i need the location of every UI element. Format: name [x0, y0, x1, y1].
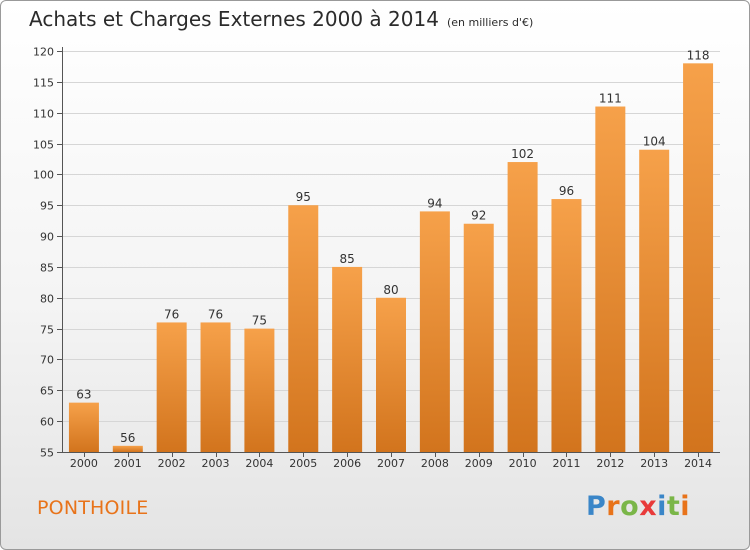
- bar: [507, 162, 538, 453]
- bar: [595, 106, 626, 453]
- x-tick-label: 2005: [289, 457, 317, 470]
- x-tick-label: 2001: [114, 457, 142, 470]
- data-label: 94: [427, 196, 442, 210]
- data-label: 102: [511, 147, 534, 161]
- x-tick-label: 2009: [465, 457, 493, 470]
- data-label: 85: [339, 252, 354, 266]
- data-label: 76: [164, 307, 179, 321]
- x-tick-label: 2013: [640, 457, 668, 470]
- axes: 55 60 65 70 75 80 85 90 95 100 105 110 115 120 2000 200…: [33, 46, 720, 470]
- title-unit: (en milliers d'€): [446, 16, 534, 29]
- y-tick-label: 60: [40, 416, 54, 429]
- data-label: 111: [599, 92, 622, 106]
- logo-letter: i: [657, 491, 667, 522]
- logo-letter: P: [586, 491, 607, 522]
- x-tick-label: 2011: [552, 457, 580, 470]
- data-label: 95: [296, 190, 311, 204]
- y-tick-label: 75: [40, 324, 54, 337]
- bar: [112, 445, 143, 452]
- bar: [551, 199, 582, 452]
- x-tick-label: 2003: [202, 457, 230, 470]
- bar: [244, 328, 275, 452]
- bar: [200, 322, 231, 452]
- y-tick-label: 80: [40, 293, 54, 306]
- title-text: Achats et Charges Externes 2000 à 2014: [29, 7, 439, 31]
- x-tick-label: 2008: [421, 457, 449, 470]
- y-tick-label: 65: [40, 385, 54, 398]
- x-tick-label: 2002: [158, 457, 186, 470]
- x-tick-label: 2007: [377, 457, 405, 470]
- commune-name: PONTHOILE: [37, 497, 149, 519]
- bar: [68, 402, 99, 452]
- data-label: 80: [383, 283, 398, 297]
- x-tick-label: 2000: [70, 457, 98, 470]
- chart-title: Achats et Charges Externes 2000 à 2014 (e…: [29, 7, 533, 31]
- proxiti-logo: Proxiti: [586, 491, 690, 522]
- y-tick-label: 120: [33, 46, 54, 59]
- y-tick-label: 105: [33, 139, 54, 152]
- bar: [156, 322, 187, 452]
- x-tick-label: 2012: [596, 457, 624, 470]
- y-tick-label: 95: [40, 200, 54, 213]
- x-tick-label: 2006: [333, 457, 361, 470]
- bar: [288, 205, 319, 452]
- x-tick-label: 2004: [245, 457, 273, 470]
- y-tick-label: 100: [33, 169, 54, 182]
- bar: [419, 211, 450, 452]
- y-tick-label: 55: [40, 447, 54, 460]
- data-label: 63: [76, 388, 91, 402]
- data-label: 75: [252, 314, 267, 328]
- y-tick-label: 115: [33, 77, 54, 90]
- y-tick-label: 70: [40, 354, 54, 367]
- y-tick-label: 85: [40, 262, 54, 275]
- y-tick-label: 110: [33, 108, 54, 121]
- logo-letter: t: [666, 491, 681, 522]
- bar: [683, 63, 714, 452]
- logo-letter: x: [639, 491, 658, 522]
- logo-letter: r: [606, 491, 621, 522]
- data-label: 56: [120, 431, 135, 445]
- bar: [639, 149, 670, 452]
- data-label: 96: [559, 184, 574, 198]
- x-tick-label: 2014: [684, 457, 712, 470]
- bar: [463, 223, 494, 452]
- data-label: 104: [643, 135, 666, 149]
- y-tick-label: 90: [40, 231, 54, 244]
- data-label: 92: [471, 209, 486, 223]
- bars: 63 56 76 76 75 95 85 80 94 92 102 96 111 104 118: [68, 48, 714, 453]
- logo-letter: o: [620, 491, 640, 522]
- x-tick-label: 2010: [509, 457, 537, 470]
- data-label: 118: [687, 48, 710, 62]
- bar: [376, 297, 406, 452]
- logo-letter: i: [680, 491, 691, 522]
- bar: [332, 266, 363, 452]
- data-label: 76: [208, 307, 223, 321]
